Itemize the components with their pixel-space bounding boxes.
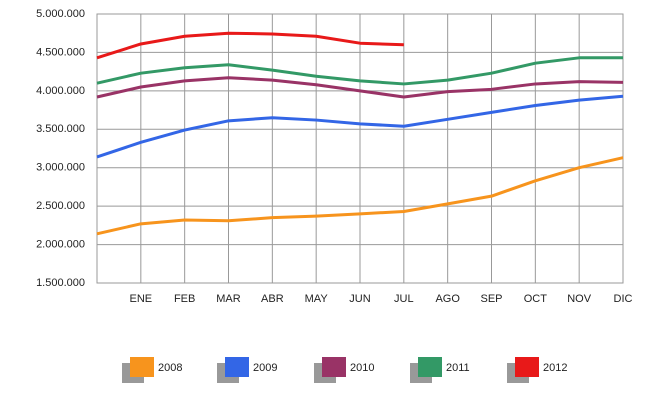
x-tick-label: JUL: [394, 293, 414, 305]
series-line: [96, 94, 624, 159]
legend-swatch: [515, 357, 539, 377]
legend-swatch: [418, 357, 442, 377]
x-tick-label: ENE: [130, 293, 153, 305]
x-tick-label: ABR: [261, 293, 284, 305]
y-tick-label: 1.500.000: [36, 277, 85, 289]
series-line: [96, 31, 404, 60]
y-tick-label: 2.500.000: [36, 200, 85, 212]
x-tick-label: DIC: [614, 293, 633, 305]
x-tick-label: SEP: [480, 293, 502, 305]
x-tick-label: OCT: [524, 293, 548, 305]
x-tick-label: MAY: [305, 293, 329, 305]
legend-label: 2011: [446, 362, 470, 374]
y-tick-label: 2.000.000: [36, 238, 85, 250]
legend-label: 2012: [543, 362, 567, 374]
y-tick-label: 3.000.000: [36, 162, 85, 174]
x-tick-label: NOV: [567, 293, 592, 305]
series-line: [96, 156, 624, 236]
y-tick-label: 4.000.000: [36, 85, 85, 97]
series-line: [96, 56, 623, 86]
y-tick-label: 5.000.000: [36, 8, 85, 20]
x-tick-label: FEB: [174, 293, 195, 305]
x-tick-label: AGO: [435, 293, 460, 305]
y-tick-label: 3.500.000: [36, 123, 85, 135]
legend-swatch: [130, 357, 154, 377]
series-line: [96, 76, 624, 99]
legend-label: 2009: [253, 362, 277, 374]
legend-label: 2010: [350, 362, 374, 374]
legend-swatch: [322, 357, 346, 377]
x-tick-label: MAR: [216, 293, 241, 305]
legend-label: 2008: [158, 362, 182, 374]
x-tick-label: JUN: [349, 293, 370, 305]
legend-swatch: [225, 357, 249, 377]
y-tick-label: 4.500.000: [36, 46, 85, 58]
